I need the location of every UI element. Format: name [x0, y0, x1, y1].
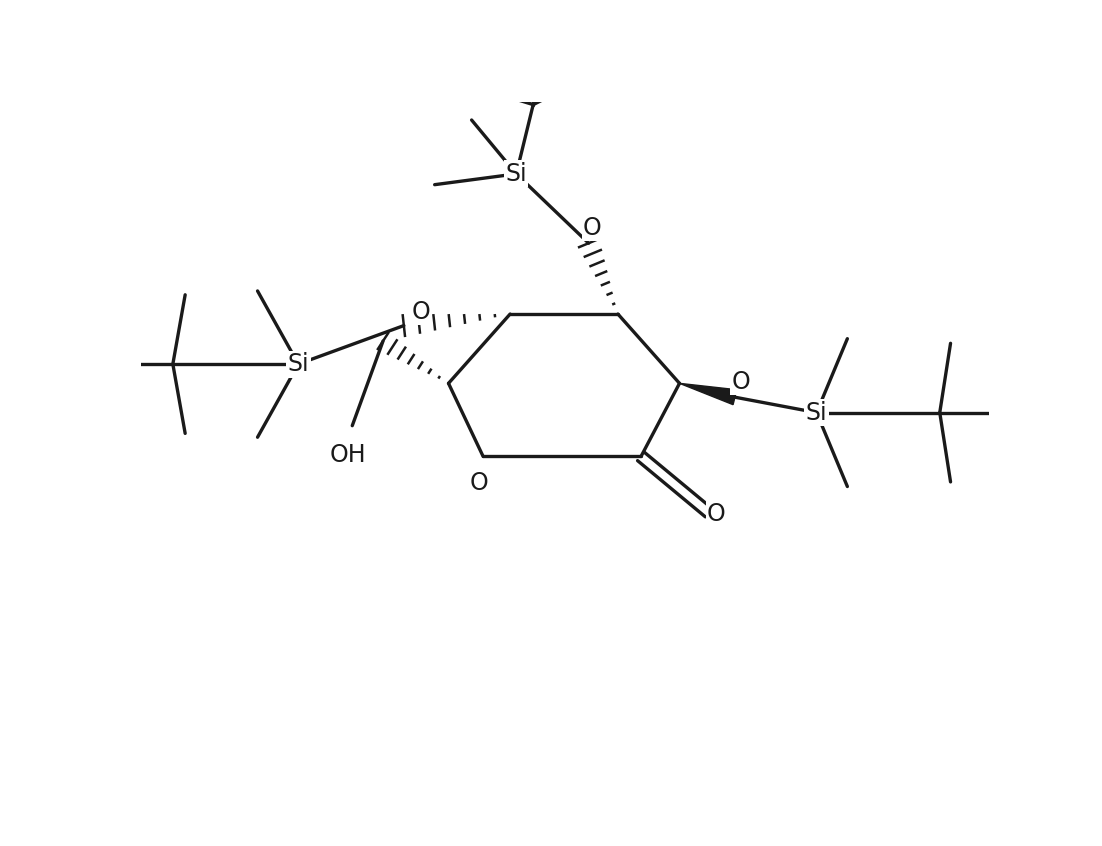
Text: Si: Si — [506, 162, 527, 186]
Text: O: O — [583, 216, 602, 239]
Text: Si: Si — [806, 401, 828, 425]
Text: Si: Si — [288, 352, 310, 376]
Text: O: O — [707, 503, 726, 526]
Polygon shape — [680, 383, 737, 404]
Text: O: O — [469, 471, 488, 496]
Text: O: O — [732, 370, 750, 393]
Text: OH: OH — [331, 443, 367, 467]
Text: O: O — [411, 299, 430, 324]
